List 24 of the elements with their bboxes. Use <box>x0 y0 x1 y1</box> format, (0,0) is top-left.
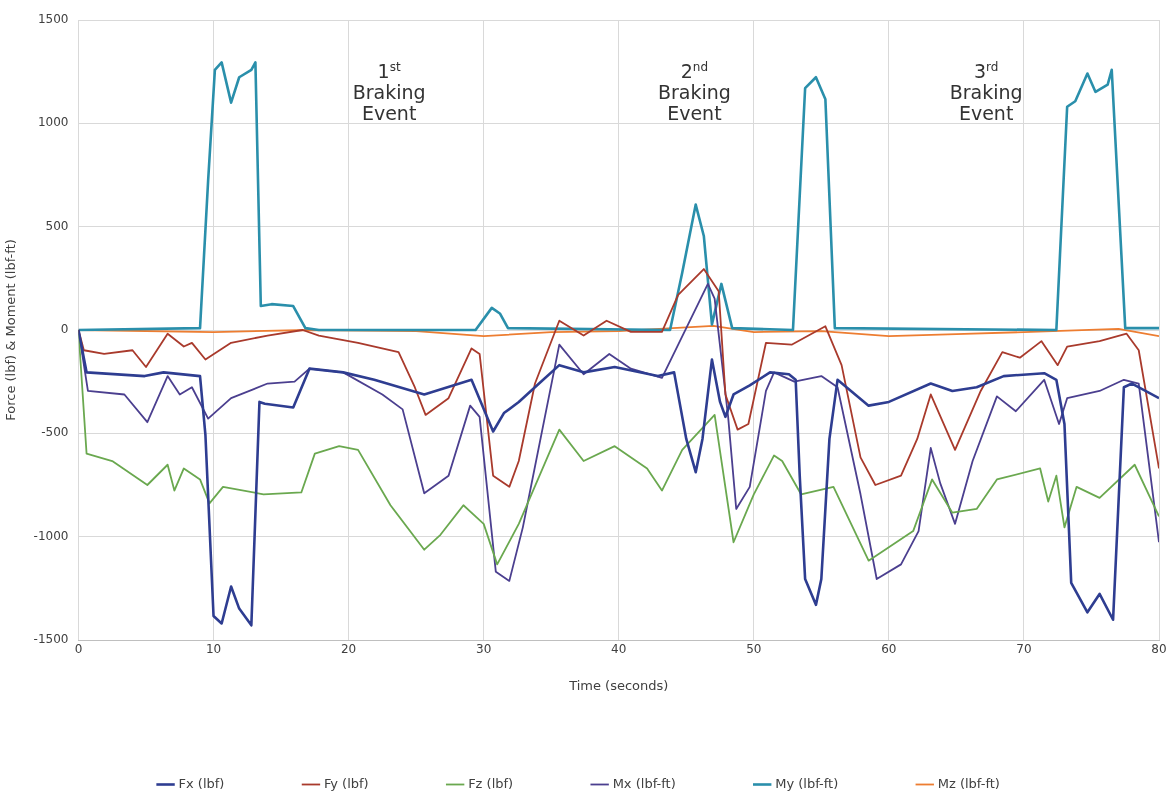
y-tick-label: -1500 <box>33 632 69 647</box>
legend-label: Fz (lbf) <box>468 775 514 791</box>
y-tick-label: 0 <box>60 322 69 337</box>
legend-label: Fy (lbf) <box>323 775 369 791</box>
y-tick-label: 1000 <box>37 115 69 130</box>
x-tick-label: 20 <box>340 642 357 657</box>
y-tick-label: 1500 <box>37 12 69 27</box>
x-tick-label: 40 <box>611 642 627 657</box>
y-tick-label: -1000 <box>33 528 69 543</box>
x-tick-label: 10 <box>205 642 222 657</box>
legend-label: Mz (lbf-ft) <box>937 775 1000 791</box>
x-tick-label: 30 <box>476 642 492 657</box>
x-tick-label: 60 <box>881 642 897 657</box>
y-tick-label: 500 <box>45 218 69 233</box>
x-tick-label: 80 <box>1151 642 1167 657</box>
y-axis-title: Force (lbf) & Moment (lbf-ft) <box>3 239 19 421</box>
x-tick-label: 50 <box>746 642 762 657</box>
y-tick-label: -500 <box>41 425 69 440</box>
x-tick-label: 0 <box>74 642 83 657</box>
legend-label: My (lbf-ft) <box>775 775 839 791</box>
x-tick-label: 70 <box>1016 642 1032 657</box>
legend-label: Mx (lbf-ft) <box>612 775 676 791</box>
x-axis-title: Time (seconds) <box>568 677 669 693</box>
legend-label: Fx (lbf) <box>178 775 225 791</box>
